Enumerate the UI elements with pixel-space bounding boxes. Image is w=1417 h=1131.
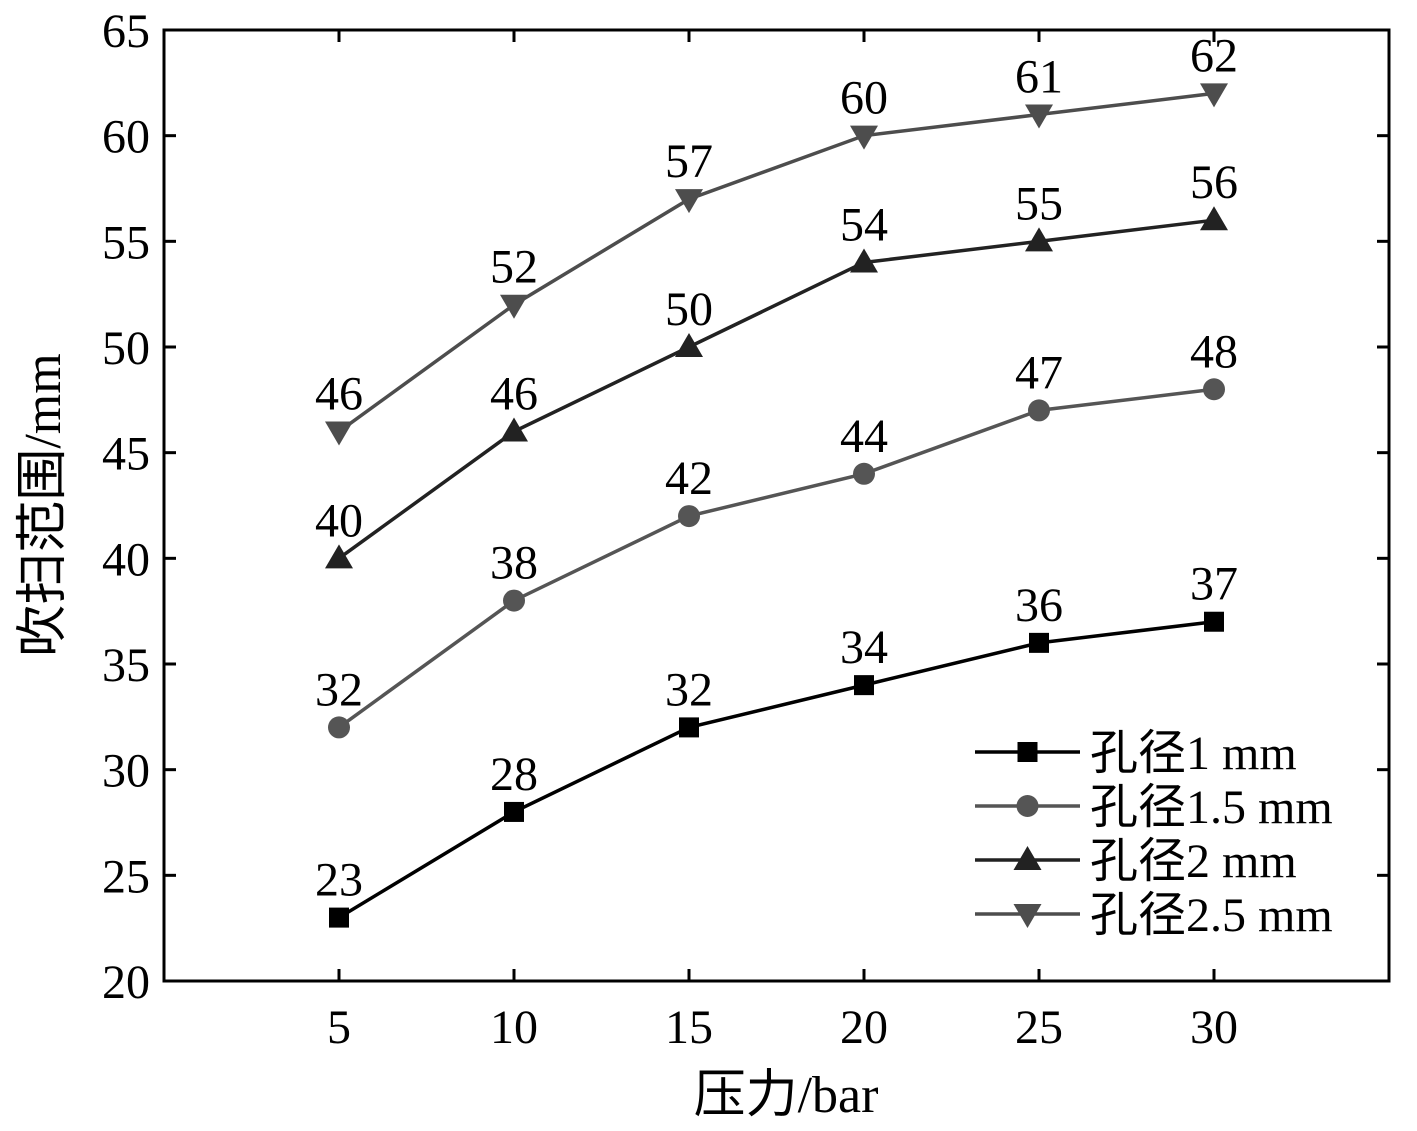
data-point [854, 675, 874, 696]
series-line [337, 91, 1215, 433]
data-label: 46 [490, 368, 538, 421]
x-axis: 5 10 15 20 25 30 [327, 30, 1238, 1054]
data-label: 55 [1015, 177, 1063, 230]
data-label: 23 [315, 854, 363, 907]
legend-item: 孔径1.5 mm [975, 781, 1333, 834]
data-point [1028, 399, 1050, 422]
data-point [503, 589, 525, 612]
data-label: 34 [840, 621, 888, 674]
data-point [1204, 611, 1224, 632]
y-tick-label: 40 [102, 533, 150, 586]
legend-marker [1016, 795, 1039, 817]
data-point [325, 421, 353, 446]
data-point [850, 248, 878, 273]
legend-item: 孔径1 mm [975, 727, 1297, 780]
y-tick-label: 25 [102, 850, 150, 903]
y-tick-label: 35 [102, 639, 150, 692]
legend-marker [1017, 742, 1038, 762]
data-point [853, 462, 875, 485]
data-label: 37 [1190, 558, 1238, 611]
data-label: 56 [1190, 156, 1238, 209]
y-tick-label: 45 [102, 428, 150, 481]
data-label: 50 [665, 283, 713, 336]
data-point [1200, 83, 1228, 108]
data-label: 61 [1015, 51, 1063, 104]
y-tick-label: 50 [102, 322, 150, 375]
data-label: 44 [840, 410, 888, 463]
series-2: 32 38 42 44 47 48 [315, 325, 1238, 739]
y-tick-label: 65 [102, 5, 150, 58]
series-3: 40 46 50 54 55 56 [315, 156, 1238, 569]
series-line [337, 218, 1215, 560]
data-point [1025, 227, 1053, 252]
series-layer: 23 28 32 34 36 37 32 38 42 44 47 48 40 46 50 54 55 56 46 52… [315, 29, 1238, 928]
legend-item: 孔径2 mm [975, 835, 1297, 888]
data-point [850, 125, 878, 150]
series-line [338, 619, 1215, 920]
data-point [1025, 104, 1053, 129]
x-axis-title: 压力/bar [694, 1067, 879, 1124]
data-point [1200, 206, 1228, 231]
data-label: 60 [840, 72, 888, 125]
data-label: 47 [1015, 346, 1063, 399]
y-axis: 20 25 30 35 40 45 50 55 60 65 [102, 5, 1389, 1009]
series-line [337, 387, 1215, 729]
data-point [1029, 632, 1049, 653]
legend-marker [1013, 846, 1042, 870]
data-label: 36 [1015, 579, 1063, 632]
data-point [329, 907, 349, 928]
data-label: 32 [315, 663, 363, 716]
data-label: 52 [490, 241, 538, 294]
data-label: 57 [665, 135, 713, 188]
y-tick-label: 30 [102, 745, 150, 798]
legend-label: 孔径1.5 mm [1090, 781, 1333, 834]
x-tick-label: 10 [490, 1001, 538, 1054]
x-tick-label: 30 [1190, 1001, 1238, 1054]
data-label: 46 [315, 368, 363, 421]
data-label: 54 [840, 198, 888, 251]
data-label: 28 [490, 748, 538, 801]
data-label: 32 [665, 663, 713, 716]
x-tick-label: 20 [840, 1001, 888, 1054]
y-tick-label: 20 [102, 956, 150, 1009]
legend-label: 孔径2.5 mm [1090, 889, 1333, 942]
data-point [1203, 378, 1225, 401]
data-point [675, 189, 703, 214]
data-label: 38 [490, 537, 538, 590]
legend-label: 孔径1 mm [1090, 727, 1297, 780]
legend-marker [1013, 904, 1042, 928]
data-point [500, 294, 528, 319]
data-label: 40 [315, 494, 363, 547]
x-tick-label: 25 [1015, 1001, 1063, 1054]
data-label: 42 [665, 452, 713, 505]
x-tick-label: 15 [665, 1001, 713, 1054]
x-tick-label: 5 [327, 1001, 351, 1054]
data-label: 48 [1190, 325, 1238, 378]
data-point [675, 333, 703, 357]
series-4: 46 52 57 60 61 62 [315, 29, 1238, 446]
plot-frame [162, 28, 1391, 983]
y-tick-label: 55 [102, 216, 150, 269]
data-label: 62 [1190, 29, 1238, 82]
data-point [325, 544, 353, 569]
legend-item: 孔径2.5 mm [975, 889, 1333, 942]
legend-label: 孔径2 mm [1090, 835, 1297, 888]
data-point [328, 716, 350, 739]
data-point [678, 505, 700, 528]
series-1: 23 28 32 34 36 37 [315, 558, 1238, 928]
data-point [500, 417, 528, 442]
y-axis-title: 吹扫范围/mm [15, 353, 72, 656]
data-point [679, 717, 699, 738]
y-tick-label: 60 [102, 111, 150, 164]
data-point [504, 801, 524, 822]
